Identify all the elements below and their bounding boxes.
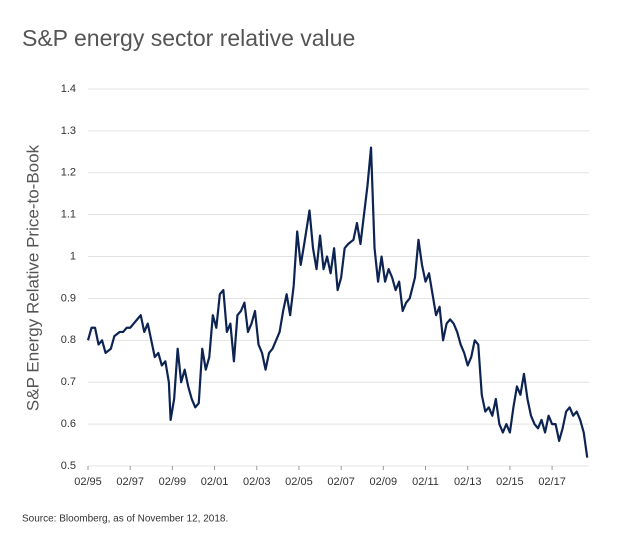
- y-tick-label: 1.4: [61, 83, 76, 95]
- x-tick-label: 02/09: [370, 476, 398, 488]
- chart-title: S&P energy sector relative value: [22, 25, 355, 51]
- y-tick-label: 1.3: [61, 125, 76, 137]
- y-axis-label: S&P Energy Relative Price-to-Book: [23, 144, 42, 411]
- x-tick-label: 02/17: [538, 476, 566, 488]
- y-tick-label: 1.1: [61, 209, 76, 221]
- x-tick-label: 02/97: [116, 476, 144, 488]
- x-tick-label: 02/13: [454, 476, 482, 488]
- x-tick-label: 02/01: [201, 476, 229, 488]
- y-tick-label: 0.9: [61, 292, 76, 304]
- x-tick-label: 02/03: [243, 476, 271, 488]
- y-tick-label: 0.6: [61, 418, 76, 430]
- x-tick-label: 02/05: [285, 476, 313, 488]
- y-tick-label: 0.7: [61, 376, 76, 388]
- x-tick-label: 02/11: [412, 476, 439, 488]
- y-tick-label: 0.8: [61, 334, 76, 346]
- x-tick-label: 02/99: [159, 476, 187, 488]
- y-tick-label: 1.2: [61, 167, 76, 179]
- y-tick-label: 0.5: [61, 460, 76, 472]
- x-tick-label: 02/07: [327, 476, 355, 488]
- source-note: Source: Bloomberg, as of November 12, 20…: [22, 514, 228, 525]
- x-tick-label: 02/95: [74, 476, 102, 488]
- y-tick-label: 1: [70, 250, 76, 262]
- data-line: [86, 146, 589, 458]
- x-tick-label: 02/15: [496, 476, 524, 488]
